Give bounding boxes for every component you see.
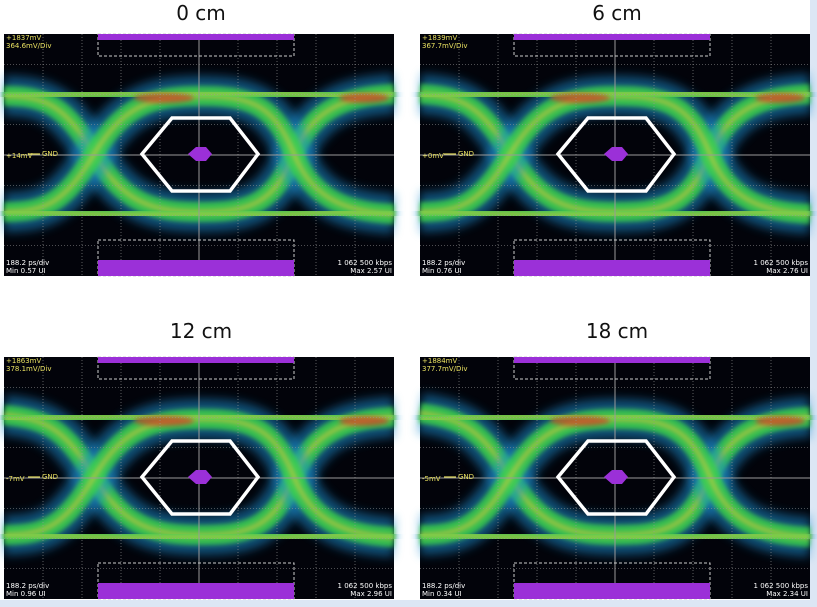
timebase: 188.2 ps/div — [6, 259, 49, 267]
hot-spot — [550, 416, 610, 426]
mask-top-bar — [98, 357, 294, 363]
mask-center — [188, 470, 212, 484]
bottom-strip — [0, 600, 817, 607]
mask-top-bar — [514, 357, 710, 363]
trace-core — [3, 90, 395, 99]
gnd-marker: GND — [458, 150, 474, 158]
gnd-marker: GND — [458, 473, 474, 481]
mask-bottom-bar — [514, 260, 710, 276]
voltage-scale: 377.7mV/Div — [422, 365, 467, 373]
mask-hexagon — [555, 439, 677, 516]
voltage-scale: 364.6mV/Div — [6, 42, 51, 50]
voltage-scale: 367.7mV/Div — [422, 42, 467, 50]
bit-rate: 1 062 500 kbps — [754, 259, 809, 267]
offset: -7mV — [6, 475, 25, 483]
hot-spot — [339, 93, 389, 103]
timebase: 188.2 ps/div — [6, 582, 49, 590]
hot-spot — [339, 416, 389, 426]
mask-center — [604, 470, 628, 484]
ui-max: Max 2.76 UI — [766, 267, 808, 275]
mask-center — [604, 147, 628, 161]
mask-bottom-bar — [98, 260, 294, 276]
ui-min: Min 0.76 UI — [422, 267, 462, 275]
mask-hexagon — [139, 439, 261, 516]
offset: +14mV — [6, 152, 33, 160]
hot-spot — [134, 93, 194, 103]
voltage-top: +1884mV — [422, 357, 457, 365]
hot-spot — [134, 416, 194, 426]
ui-min: Min 0.34 UI — [422, 590, 462, 598]
gnd-marker: GND — [42, 150, 58, 158]
voltage-top: +1839mV — [422, 34, 457, 42]
bit-rate: 1 062 500 kbps — [754, 582, 809, 590]
ui-max: Max 2.34 UI — [766, 590, 808, 598]
trace-core — [419, 90, 811, 99]
mask-hexagon — [139, 116, 261, 193]
ui-min: Min 0.96 UI — [6, 590, 46, 598]
trace-core — [419, 413, 811, 422]
hot-spot — [755, 93, 805, 103]
panel-title: 6 cm — [592, 1, 642, 25]
panel-title: 12 cm — [170, 319, 232, 343]
voltage-top: +1837mV — [6, 34, 41, 42]
voltage-top: +1863mV — [6, 357, 41, 365]
panel-title: 0 cm — [176, 1, 226, 25]
trace-core — [3, 532, 395, 541]
ui-max: Max 2.96 UI — [350, 590, 392, 598]
timebase: 188.2 ps/div — [422, 582, 465, 590]
bit-rate: 1 062 500 kbps — [338, 582, 393, 590]
panel-title: 18 cm — [586, 319, 648, 343]
trace-core — [3, 209, 395, 218]
trace-core — [3, 413, 395, 422]
trace-core — [419, 209, 811, 218]
voltage-scale: 378.1mV/Div — [6, 365, 51, 373]
mask-hexagon — [555, 116, 677, 193]
mask-top-bar — [98, 34, 294, 40]
mask-top-bar — [514, 34, 710, 40]
hot-spot — [755, 416, 805, 426]
offset: -5mV — [422, 475, 441, 483]
gnd-marker: GND — [42, 473, 58, 481]
trace-core — [419, 532, 811, 541]
offset: +0mV — [422, 152, 444, 160]
bit-rate: 1 062 500 kbps — [338, 259, 393, 267]
hot-spot — [550, 93, 610, 103]
side-strip — [810, 0, 817, 607]
ui-max: Max 2.57 UI — [350, 267, 392, 275]
timebase: 188.2 ps/div — [422, 259, 465, 267]
mask-bottom-bar — [98, 583, 294, 599]
mask-bottom-bar — [514, 583, 710, 599]
ui-min: Min 0.57 UI — [6, 267, 46, 275]
mask-center — [188, 147, 212, 161]
